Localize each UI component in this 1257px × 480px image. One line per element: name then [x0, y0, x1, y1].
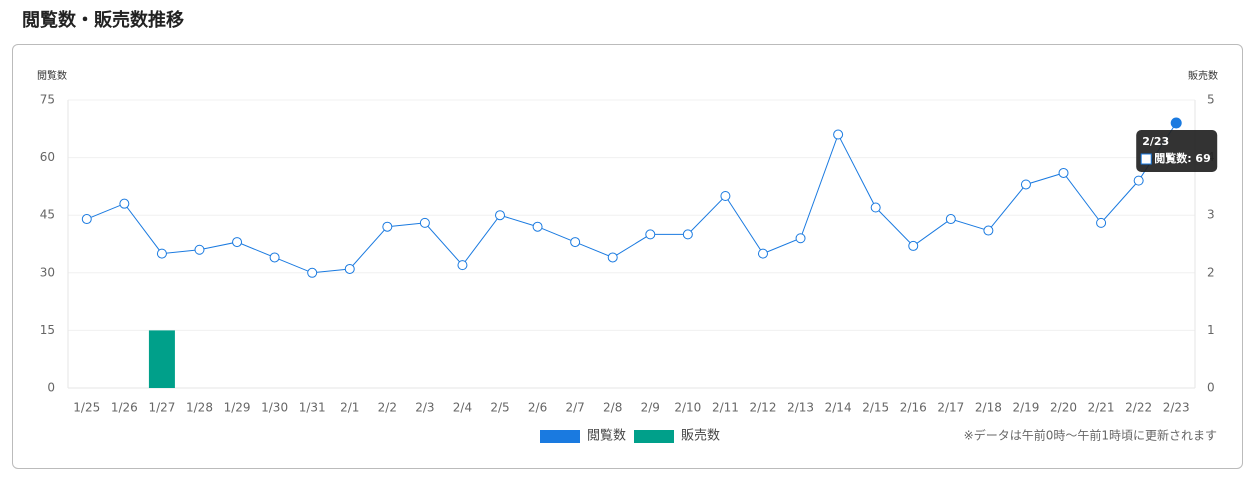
x-tick-label: 1/29 — [224, 401, 251, 415]
point — [833, 129, 844, 140]
point — [1170, 117, 1182, 129]
y2-tick-label: 3 — [1207, 208, 1215, 222]
y2-tick-label: 0 — [1207, 381, 1215, 395]
x-tick-label: 2/18 — [975, 401, 1002, 415]
tooltip-box — [1136, 130, 1218, 172]
point — [570, 237, 581, 248]
point — [1133, 175, 1144, 186]
x-tick-label: 2/22 — [1125, 401, 1152, 415]
point — [1020, 179, 1031, 190]
point — [720, 191, 731, 201]
legend-label: 販売数 — [681, 428, 720, 444]
x-tick-label: 1/30 — [261, 401, 288, 415]
x-tick-label: 1/25 — [73, 401, 100, 415]
x-tick-label: 2/8 — [603, 401, 622, 415]
point — [269, 252, 280, 263]
x-tick-label: 2/1 — [340, 401, 359, 415]
tooltip-text: 閲覧数: 69 — [1154, 151, 1211, 165]
x-tick-label: 2/11 — [712, 401, 739, 415]
y-tick-label: 0 — [47, 381, 55, 395]
point — [232, 237, 243, 248]
y-tick-label: 45 — [40, 208, 55, 222]
point — [307, 267, 318, 278]
point — [81, 214, 92, 225]
x-tick-label: 2/10 — [674, 401, 701, 415]
x-tick-label: 2/20 — [1050, 401, 1077, 415]
point — [645, 229, 656, 240]
point — [607, 252, 618, 263]
point — [532, 221, 543, 232]
legend-swatch — [634, 430, 674, 443]
point — [495, 210, 506, 221]
tooltip-title: 2/23 — [1142, 135, 1169, 148]
x-tick-label: 2/7 — [565, 401, 584, 415]
x-tick-label: 1/31 — [299, 401, 326, 415]
point — [795, 233, 806, 244]
point — [757, 248, 768, 259]
x-tick-label: 2/16 — [900, 401, 927, 415]
x-tick-label: 2/14 — [825, 401, 852, 415]
y-tick-label: 60 — [40, 150, 55, 164]
x-tick-label: 1/26 — [111, 401, 138, 415]
y-axis-label: 閲覧数 — [37, 69, 67, 82]
line — [86, 122, 1177, 274]
page-title: 閲覧数・販売数推移 — [22, 10, 184, 31]
tooltip-swatch — [1140, 153, 1152, 165]
x-tick-label: 2/2 — [378, 401, 397, 415]
point — [908, 240, 919, 251]
update-note: ※データは午前0時～午前1時頃に更新されます — [964, 428, 1217, 443]
point — [457, 260, 468, 271]
x-tick-label: 2/5 — [490, 401, 509, 415]
point — [194, 244, 205, 255]
x-tick-label: 2/3 — [415, 401, 434, 415]
x-tick-label: 2/15 — [862, 401, 889, 415]
x-tick-label: 1/28 — [186, 401, 213, 415]
bar — [148, 330, 175, 388]
point — [945, 214, 956, 225]
y-tick-label: 30 — [40, 265, 55, 279]
point — [344, 263, 355, 274]
x-tick-label: 2/23 — [1163, 401, 1190, 415]
x-tick-label: 1/27 — [148, 401, 175, 415]
y2-tick-label: 5 — [1207, 93, 1215, 107]
point — [1058, 167, 1069, 178]
legend-swatch — [540, 430, 580, 443]
x-tick-label: 2/17 — [937, 401, 964, 415]
x-tick-label: 2/4 — [453, 401, 472, 415]
x-tick-label: 2/9 — [641, 401, 660, 415]
y-tick-label: 75 — [40, 93, 55, 107]
point — [983, 225, 994, 236]
legend-label: 閲覧数 — [587, 428, 626, 444]
point — [682, 229, 693, 240]
x-tick-label: 2/12 — [750, 401, 777, 415]
x-tick-label: 2/19 — [1012, 401, 1039, 415]
x-tick-label: 2/21 — [1088, 401, 1115, 415]
point — [382, 221, 393, 232]
y2-axis-label: 販売数 — [1188, 69, 1218, 82]
point — [419, 217, 430, 228]
point — [156, 248, 167, 259]
point — [870, 202, 881, 213]
point — [1096, 217, 1107, 228]
y2-tick-label: 1 — [1207, 323, 1215, 337]
y2-tick-label: 2 — [1207, 265, 1215, 279]
point — [119, 198, 130, 209]
x-tick-label: 2/13 — [787, 401, 814, 415]
chart-card — [12, 44, 1243, 469]
y-tick-label: 15 — [40, 323, 55, 337]
x-tick-label: 2/6 — [528, 401, 547, 415]
